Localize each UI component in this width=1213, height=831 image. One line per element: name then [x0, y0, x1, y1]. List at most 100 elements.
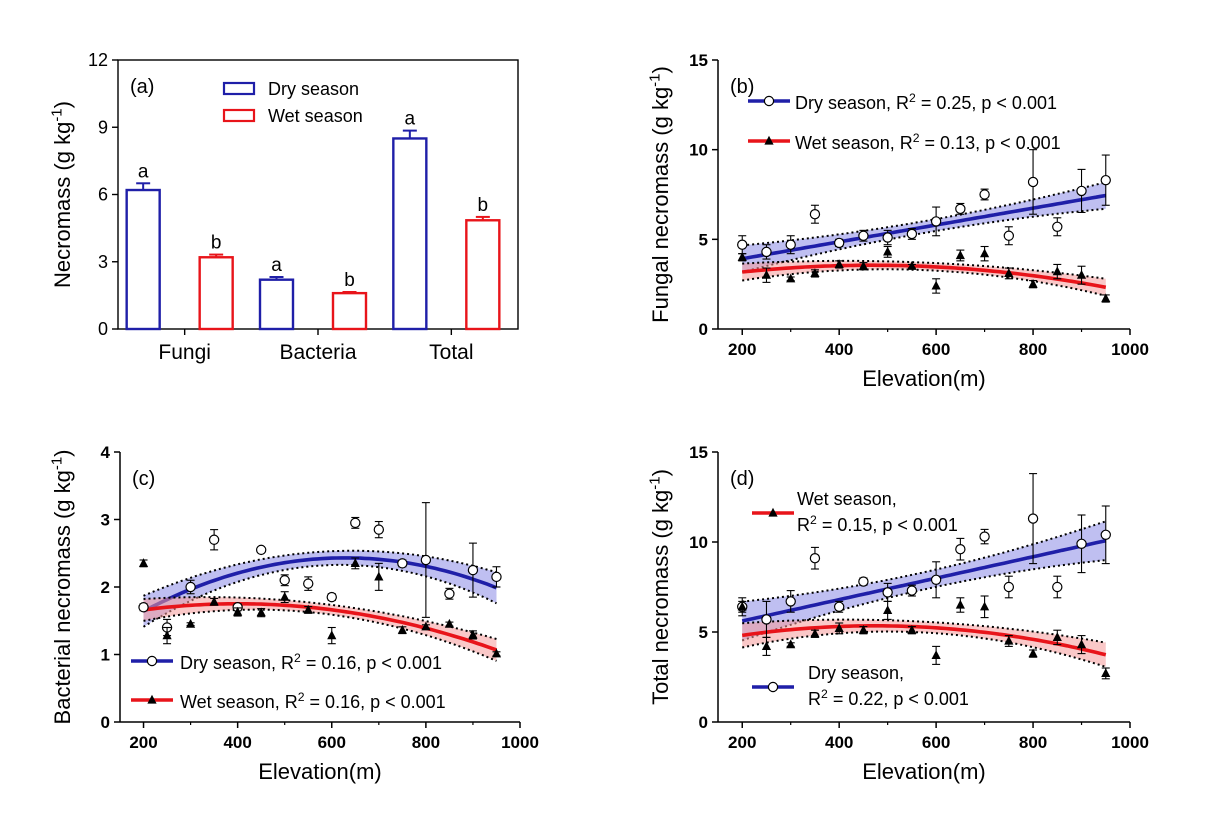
- dry-data-point: [882, 587, 893, 598]
- dry-ci-upper: [742, 181, 1107, 247]
- legend-marker: [146, 655, 158, 667]
- legend-label: Wet season: [268, 106, 363, 126]
- wet-data-point: [209, 596, 219, 606]
- bar: [125, 188, 161, 331]
- panel-label: (d): [730, 468, 754, 490]
- legend-stats: R2 = 0.15, p < 0.001: [797, 513, 958, 535]
- wet-data-point: [1004, 635, 1014, 645]
- dry-data-point: [1076, 538, 1087, 550]
- wet-data-point: [834, 259, 844, 269]
- dry-data-point: [761, 614, 772, 625]
- y-axis-label: Total necromass (g kg-1): [647, 469, 673, 705]
- wet-fit-line: [742, 263, 1107, 290]
- bar: [258, 278, 295, 331]
- dry-data-point: [373, 524, 385, 535]
- wet-data-point: [162, 630, 172, 640]
- dry-data-point: [955, 203, 966, 215]
- dry-fit-line: [142, 556, 498, 613]
- legend-label: Wet season,: [797, 489, 897, 509]
- y-tick-label: 12: [88, 50, 108, 70]
- x-axis-label: Elevation(m): [862, 759, 985, 784]
- wet-data-point: [883, 246, 893, 256]
- wet-data-point: [907, 625, 917, 634]
- y-axis-label: Fungal necromass (g kg-1): [647, 66, 673, 323]
- dry-confidence-band: [143, 550, 497, 627]
- wet-data-point: [907, 261, 917, 270]
- dry-data-point: [858, 230, 869, 241]
- dry-data-point: [833, 237, 845, 249]
- dry-data-point: [1052, 581, 1063, 593]
- dry-data-point: [979, 531, 990, 542]
- wet-data-point: [421, 621, 431, 631]
- wet-data-point: [737, 252, 747, 261]
- dry-data-point: [444, 588, 455, 599]
- dry-data-point: [1076, 185, 1087, 197]
- x-tick-label: 600: [922, 340, 950, 359]
- significance-letter: b: [211, 233, 222, 254]
- wet-data-point: [185, 618, 196, 628]
- dry-data-point: [420, 554, 432, 566]
- dry-data-point: [930, 216, 942, 227]
- wet-data-point: [786, 639, 796, 649]
- panel-d: 0 5 10 15 200 400 600 800 1000 Elevation(m) Total …: [647, 443, 1149, 784]
- y-tick-label: 9: [98, 117, 108, 137]
- panel-c: 0 1 2 3 4 200 400 600 800 1000 Elevation(m) Bacteri…: [49, 443, 539, 784]
- category-label: Total: [429, 341, 473, 364]
- wet-data-point: [1028, 648, 1038, 658]
- wet-fit-line: [143, 602, 498, 652]
- legend-label: Dry season,: [808, 663, 904, 683]
- category-label: Fungi: [158, 341, 211, 364]
- wet-data-point: [931, 280, 941, 290]
- y-tick-label: 0: [101, 713, 110, 732]
- legend-label: Dry season, R2 = 0.16, p < 0.001: [180, 651, 442, 673]
- dry-data-point: [785, 596, 796, 607]
- y-tick-label: 15: [689, 51, 708, 70]
- dry-data-point: [1100, 529, 1111, 541]
- legend-marker: [768, 507, 778, 517]
- wet-data-point: [810, 628, 820, 638]
- y-tick-label: 0: [98, 319, 108, 339]
- legend-label: Dry season: [268, 79, 359, 99]
- wet-data-point: [1101, 293, 1111, 303]
- wet-data-point: [233, 606, 243, 616]
- bar: [198, 256, 234, 331]
- panel-label: (c): [132, 468, 155, 490]
- wet-data-point: [327, 630, 337, 640]
- legend-stats: R2 = 0.22, p < 0.001: [808, 687, 969, 709]
- wet-data-point: [761, 270, 772, 279]
- x-tick-label: 400: [825, 733, 853, 752]
- wet-ci-upper: [742, 618, 1106, 644]
- wet-data-point: [1052, 632, 1062, 641]
- panel-b: 0 5 10 15 200 400 600 800 1000 Elevation(m) Fungal…: [647, 51, 1149, 391]
- y-tick-label: 3: [101, 511, 110, 530]
- wet-data-point: [350, 558, 360, 567]
- wet-data-point: [931, 650, 941, 659]
- x-tick-label: 400: [223, 733, 251, 752]
- wet-confidence-band: [742, 619, 1106, 667]
- wet-data-point: [280, 591, 290, 601]
- dry-data-point: [906, 585, 918, 596]
- dry-data-point: [1027, 176, 1039, 188]
- dry-ci-upper: [742, 520, 1107, 603]
- dry-data-point: [350, 517, 361, 529]
- x-tick-label: 200: [728, 340, 756, 359]
- wet-data-point: [1101, 668, 1111, 677]
- x-tick-label: 600: [922, 733, 950, 752]
- category-label: Bacteria: [279, 341, 356, 364]
- wet-data-point: [1052, 266, 1062, 276]
- wet-data-point: [761, 641, 772, 650]
- wet-data-point: [786, 273, 796, 283]
- wet-data-point: [444, 618, 455, 628]
- x-tick-label: 600: [318, 733, 346, 752]
- y-tick-label: 10: [689, 533, 708, 552]
- dry-data-point: [737, 239, 748, 250]
- dry-ci-lower: [142, 563, 497, 628]
- x-tick-label: 800: [412, 733, 440, 752]
- wet-confidence-band: [742, 260, 1106, 296]
- x-tick-label: 1000: [1111, 733, 1149, 752]
- significance-letter: a: [138, 161, 149, 182]
- wet-data-point: [1028, 278, 1038, 288]
- wet-data-point: [979, 601, 990, 611]
- y-tick-label: 0: [699, 320, 708, 339]
